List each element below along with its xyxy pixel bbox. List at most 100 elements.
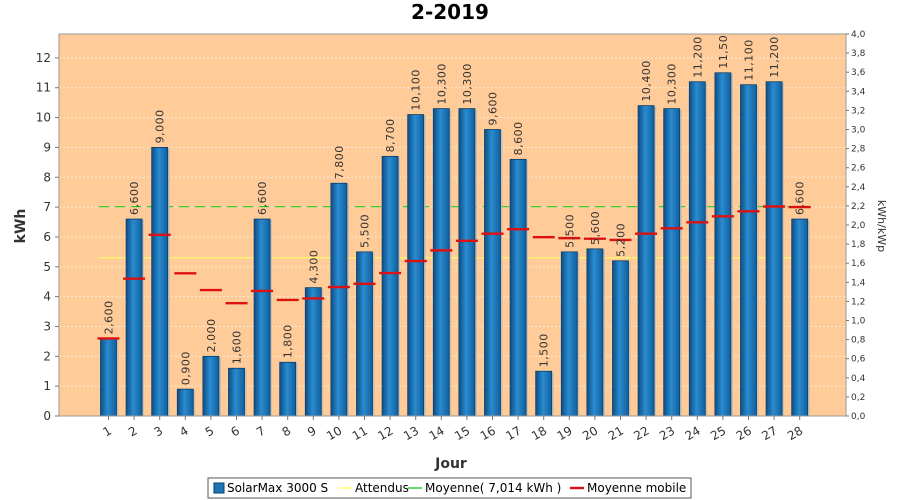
bar-value-label: 1,600 — [231, 330, 244, 364]
x-tick-label: 17 — [503, 423, 523, 443]
x-tick-label: 20 — [580, 423, 600, 443]
y2-tick-label: 3,0 — [851, 126, 866, 136]
x-tick-label: 11 — [350, 423, 370, 443]
y-tick-label: 4 — [43, 290, 51, 304]
legend-label: SolarMax 3000 S — [227, 481, 328, 495]
x-tick-label: 23 — [657, 423, 677, 443]
y2-tick-label: 3,2 — [851, 106, 865, 116]
bar — [202, 355, 220, 417]
x-axis: 1 2 3 4 5 6 7 8 9 10 11 12 13 14 15 16 17 18 19 20 21 22 23 24 2… — [100, 416, 805, 443]
bar — [560, 251, 578, 417]
bar-value-label: 2,000 — [205, 318, 218, 352]
reference-lines — [99, 206, 806, 259]
y-tick-label: 5 — [43, 260, 51, 274]
bar — [356, 251, 373, 417]
bar — [535, 370, 553, 417]
y2-tick-label: 2,0 — [851, 221, 866, 231]
y2-axis: 0,0 0,2 0,4 0,6 0,8 1,0 1,2 1,4 1,6 1,8 2,0 2,2 2,4 2… — [846, 30, 866, 422]
y2-tick-label: 2,4 — [851, 183, 866, 193]
bar — [100, 338, 117, 417]
y-tick-label: 7 — [43, 200, 51, 214]
y-tick-label: 1 — [43, 379, 51, 393]
legend-label: Moyenne mobile — [587, 481, 686, 495]
bar — [663, 108, 681, 417]
y2-tick-label: 0,0 — [851, 412, 866, 422]
y-tick-label: 12 — [36, 51, 51, 65]
bar-value-label: 5,500 — [359, 214, 372, 248]
bar — [381, 155, 399, 417]
bar-value-label: 10,300 — [461, 63, 474, 105]
y2-tick-label: 1,0 — [851, 317, 866, 327]
y-tick-label: 0 — [43, 409, 51, 423]
bar — [432, 108, 450, 417]
bar — [458, 108, 476, 417]
y2-tick-label: 1,2 — [851, 297, 865, 307]
bar-value-label: 1,500 — [538, 333, 551, 367]
y-tick-label: 2 — [43, 349, 51, 363]
y-tick-label: 3 — [43, 319, 51, 333]
bar-value-label: 10,100 — [410, 69, 423, 111]
x-tick-label: 26 — [734, 423, 754, 443]
bar — [688, 81, 706, 417]
bar-value-label: 1,800 — [282, 324, 295, 358]
bar — [228, 367, 245, 417]
y-tick-label: 10 — [36, 111, 51, 125]
x-tick-label: 28 — [785, 423, 805, 443]
legend-swatch — [213, 482, 225, 494]
bar — [509, 158, 527, 417]
value-labels: 2,600 6,600 9,000 0,900 2,000 1,600 6,600 1,800… — [103, 35, 807, 385]
bar-value-label: 8,700 — [384, 118, 397, 152]
x-tick-label: 14 — [427, 423, 447, 443]
bar-value-label: 10,300 — [435, 63, 448, 105]
x-tick-label: 15 — [452, 423, 472, 443]
bar — [330, 182, 348, 417]
legend-label: Moyenne( 7,014 kWh ) — [425, 481, 561, 495]
bar — [714, 72, 732, 417]
legend-box — [207, 477, 692, 499]
y2-tick-label: 2,2 — [851, 202, 865, 212]
x-tick-label: 13 — [401, 423, 421, 443]
bar — [151, 147, 169, 417]
x-tick-label: 4 — [177, 423, 191, 439]
y2-tick-label: 1,4 — [851, 278, 866, 288]
x-tick-label: 7 — [254, 423, 268, 439]
bar — [484, 129, 501, 417]
y2-tick-label: 0,2 — [851, 393, 865, 403]
y2-tick-label: 0,6 — [851, 355, 866, 365]
y2-tick-label: 4,0 — [851, 30, 866, 40]
x-tick-label: 6 — [228, 423, 242, 439]
y-tick-label: 6 — [43, 230, 51, 244]
legend: SolarMax 3000 S Attendus Moyenne( 7,014 kW… — [207, 477, 692, 499]
bar-value-label: 8,600 — [512, 121, 525, 155]
x-tick-label: 24 — [683, 423, 703, 443]
x-tick-label: 9 — [305, 423, 319, 439]
bar — [407, 114, 425, 417]
y2-tick-label: 0,8 — [851, 336, 866, 346]
x-tick-label: 22 — [631, 423, 651, 443]
y2-tick-label: 2,6 — [851, 164, 866, 174]
x-tick-label: 5 — [203, 423, 217, 439]
y2-tick-label: 2,8 — [851, 145, 866, 155]
bar — [253, 218, 271, 417]
bar-value-label: 0,900 — [179, 351, 192, 385]
bars — [100, 72, 810, 417]
bar-value-label: 6,600 — [256, 181, 269, 215]
bar-value-label: 2,600 — [103, 300, 116, 334]
bar-value-label: 11,200 — [691, 36, 704, 78]
legend-label: Attendus — [355, 481, 409, 495]
bar — [791, 218, 809, 417]
y2-tick-label: 3,4 — [851, 87, 866, 97]
x-tick-label: 10 — [324, 423, 344, 443]
x-tick-label: 25 — [708, 423, 728, 443]
bar-value-label: 9,600 — [487, 92, 500, 126]
y-axis-title: kWh — [13, 209, 29, 244]
bar-value-label: 11,50 — [717, 35, 730, 69]
x-tick-label: 12 — [375, 423, 395, 443]
y2-tick-label: 3,8 — [851, 49, 866, 59]
bar-value-label: 6,600 — [128, 181, 141, 215]
bar-value-label: 5,500 — [563, 214, 576, 248]
x-tick-label: 18 — [529, 423, 549, 443]
y2-tick-label: 3,6 — [851, 68, 866, 78]
bar-value-label: 7,800 — [333, 145, 346, 179]
